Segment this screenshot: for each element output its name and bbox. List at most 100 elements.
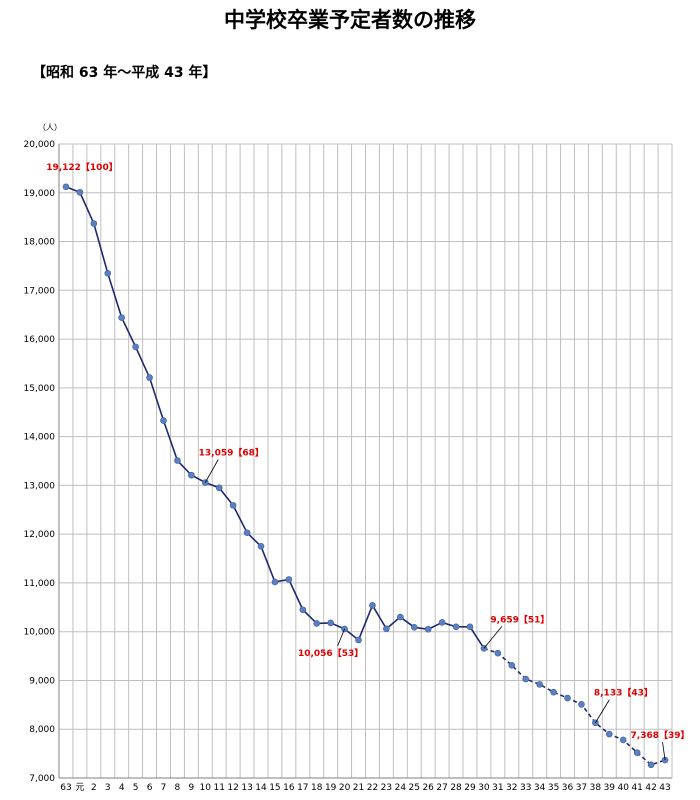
x-tick-label: 11	[213, 783, 224, 793]
data-point	[174, 457, 181, 464]
data-point	[452, 623, 460, 631]
data-point	[188, 471, 195, 479]
annotation-leader	[337, 628, 345, 647]
y-tick-label: 7,000	[29, 774, 55, 784]
x-tick-label: 4	[119, 783, 125, 793]
x-tick-label: 34	[534, 783, 546, 793]
x-tick-label: 28	[450, 783, 462, 793]
data-point	[76, 188, 84, 196]
data-point	[243, 529, 251, 536]
annotation-label: 13,059【68】	[199, 448, 264, 459]
data-point	[466, 623, 474, 631]
y-axis-unit: （人）	[38, 123, 62, 132]
x-tick-label: 31	[492, 783, 503, 793]
x-tick-label: 元	[75, 783, 84, 793]
data-point	[578, 701, 585, 708]
chart-subtitle: 【昭和 63 年～平成 43 年】	[32, 65, 217, 81]
y-tick-label: 10,000	[24, 628, 56, 638]
x-tick-label: 3	[105, 783, 111, 793]
data-point	[229, 502, 237, 509]
x-tick-label: 19	[325, 783, 337, 793]
y-tick-label: 14,000	[24, 433, 56, 443]
data-point	[410, 624, 418, 631]
x-tick-label: 8	[175, 783, 181, 793]
series-points	[62, 183, 669, 769]
y-tick-label: 12,000	[24, 530, 56, 540]
x-tick-label: 41	[631, 783, 642, 793]
y-tick-label: 8,000	[29, 725, 55, 735]
annotation-label: 10,056【53】	[298, 648, 363, 659]
data-point	[132, 343, 139, 351]
x-tick-label: 24	[395, 783, 407, 793]
data-point	[633, 749, 641, 756]
x-tick-label: 13	[241, 783, 252, 793]
y-tick-label: 16,000	[24, 335, 56, 345]
x-tick-label: 36	[562, 783, 574, 793]
x-tick-label: 23	[381, 783, 392, 793]
x-tick-label: 6	[147, 783, 153, 793]
x-tick-label: 9	[188, 783, 194, 793]
data-point	[327, 619, 334, 627]
x-tick-label: 25	[409, 783, 420, 793]
y-tick-label: 20,000	[24, 140, 56, 150]
x-tick-label: 10	[200, 783, 212, 793]
x-tick-label: 29	[464, 783, 476, 793]
annotation-label: 19,122【100】	[46, 162, 118, 173]
y-tick-label: 17,000	[24, 286, 56, 296]
data-point	[285, 576, 293, 583]
x-tick-label: 32	[506, 783, 517, 793]
x-axis-ticks: 63 元 2 3 4 5 6 7 8 9 10 11 12 13 14 15 16 17 18 19 20 21 22 23 2…	[60, 783, 671, 793]
data-point	[160, 417, 167, 424]
annotation-leader	[483, 626, 503, 649]
y-axis-ticks: 7,000 8,000 9,000 10,000 11,000 12,000 13,000 1…	[24, 140, 56, 784]
x-tick-label: 33	[520, 783, 531, 793]
y-tick-label: 9,000	[29, 676, 55, 686]
annotation-label: 8,133【43】	[594, 688, 653, 699]
y-tick-label: 18,000	[24, 238, 56, 248]
data-point	[397, 613, 404, 621]
x-tick-label: 7	[161, 783, 167, 793]
data-point	[438, 619, 446, 626]
data-point	[90, 220, 98, 227]
data-point	[494, 649, 502, 657]
data-point	[299, 606, 307, 614]
x-tick-label: 20	[339, 783, 351, 793]
data-point	[536, 681, 543, 688]
x-tick-label: 14	[255, 783, 267, 793]
x-tick-label: 35	[548, 783, 559, 793]
y-tick-label: 11,000	[24, 579, 56, 589]
x-tick-label: 30	[478, 783, 490, 793]
annotations: 19,122【100】 13,059【68】 10,056【53】 9,659【51】…	[46, 162, 690, 761]
annotation-leader	[595, 699, 610, 723]
data-point	[146, 374, 153, 381]
x-tick-label: 40	[618, 783, 630, 793]
x-tick-label: 27	[436, 783, 447, 793]
x-tick-label: 43	[659, 783, 670, 793]
x-tick-label: 21	[353, 783, 364, 793]
data-point	[550, 688, 557, 696]
x-tick-label: 38	[590, 783, 602, 793]
data-point	[257, 543, 265, 550]
x-tick-label: 26	[422, 783, 434, 793]
x-tick-label: 2	[91, 783, 97, 793]
data-point	[508, 662, 516, 669]
y-tick-label: 13,000	[24, 481, 56, 491]
data-point	[369, 602, 376, 609]
annotation-label: 7,368【39】	[631, 730, 690, 741]
y-tick-label: 15,000	[24, 384, 56, 394]
annotation-leader	[662, 741, 666, 761]
x-tick-label: 37	[576, 783, 587, 793]
data-point	[104, 269, 112, 277]
data-point	[522, 675, 530, 683]
data-point	[313, 620, 321, 627]
data-point	[647, 761, 655, 769]
x-tick-label: 63	[60, 783, 71, 793]
x-tick-label: 16	[283, 783, 295, 793]
x-tick-label: 22	[367, 783, 378, 793]
data-point	[355, 636, 362, 644]
x-tick-label: 12	[227, 783, 238, 793]
data-point	[271, 578, 279, 586]
data-point	[215, 484, 223, 492]
x-tick-label: 18	[311, 783, 323, 793]
page-title: 中学校卒業予定者数の推移	[224, 8, 476, 32]
